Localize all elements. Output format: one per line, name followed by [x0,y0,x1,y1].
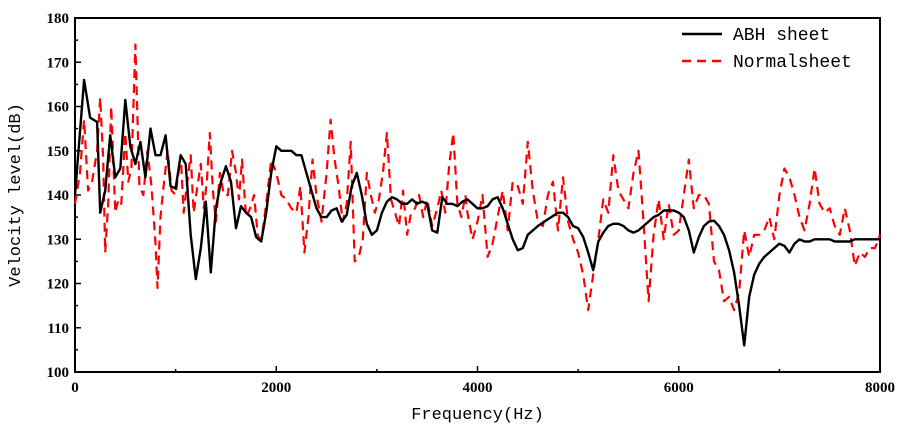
y-tick-label: 180 [47,11,70,27]
y-tick-label: 110 [47,321,69,337]
y-tick-label: 100 [47,365,70,381]
x-tick-label: 6000 [664,380,694,396]
x-axis-title: Frequency(Hz) [411,406,544,425]
x-tick-label: 8000 [865,380,895,396]
series-line-normal-sheet [73,43,882,312]
x-tick-label: 4000 [463,380,493,396]
y-tick-label: 160 [47,100,70,116]
tick-labels: 0 2000 4000 6000 8000 100 110 120 130 140 150 160 17… [47,11,896,396]
y-tick-label: 150 [47,144,70,160]
y-tick-label: 170 [47,55,70,71]
x-tick-label: 0 [71,380,79,396]
legend-label: Normalsheet [733,53,852,73]
y-axis-title: Velocity level(dB) [7,103,26,287]
y-tick-label: 120 [47,277,70,293]
x-tick-label: 2000 [261,380,291,396]
legend: ABH sheet Normalsheet [682,26,852,73]
y-tick-label: 140 [47,188,70,204]
y-tick-label: 130 [47,232,70,248]
series-line-abh-sheet [73,78,880,347]
legend-label: ABH sheet [733,26,830,46]
series-layer [73,43,882,347]
